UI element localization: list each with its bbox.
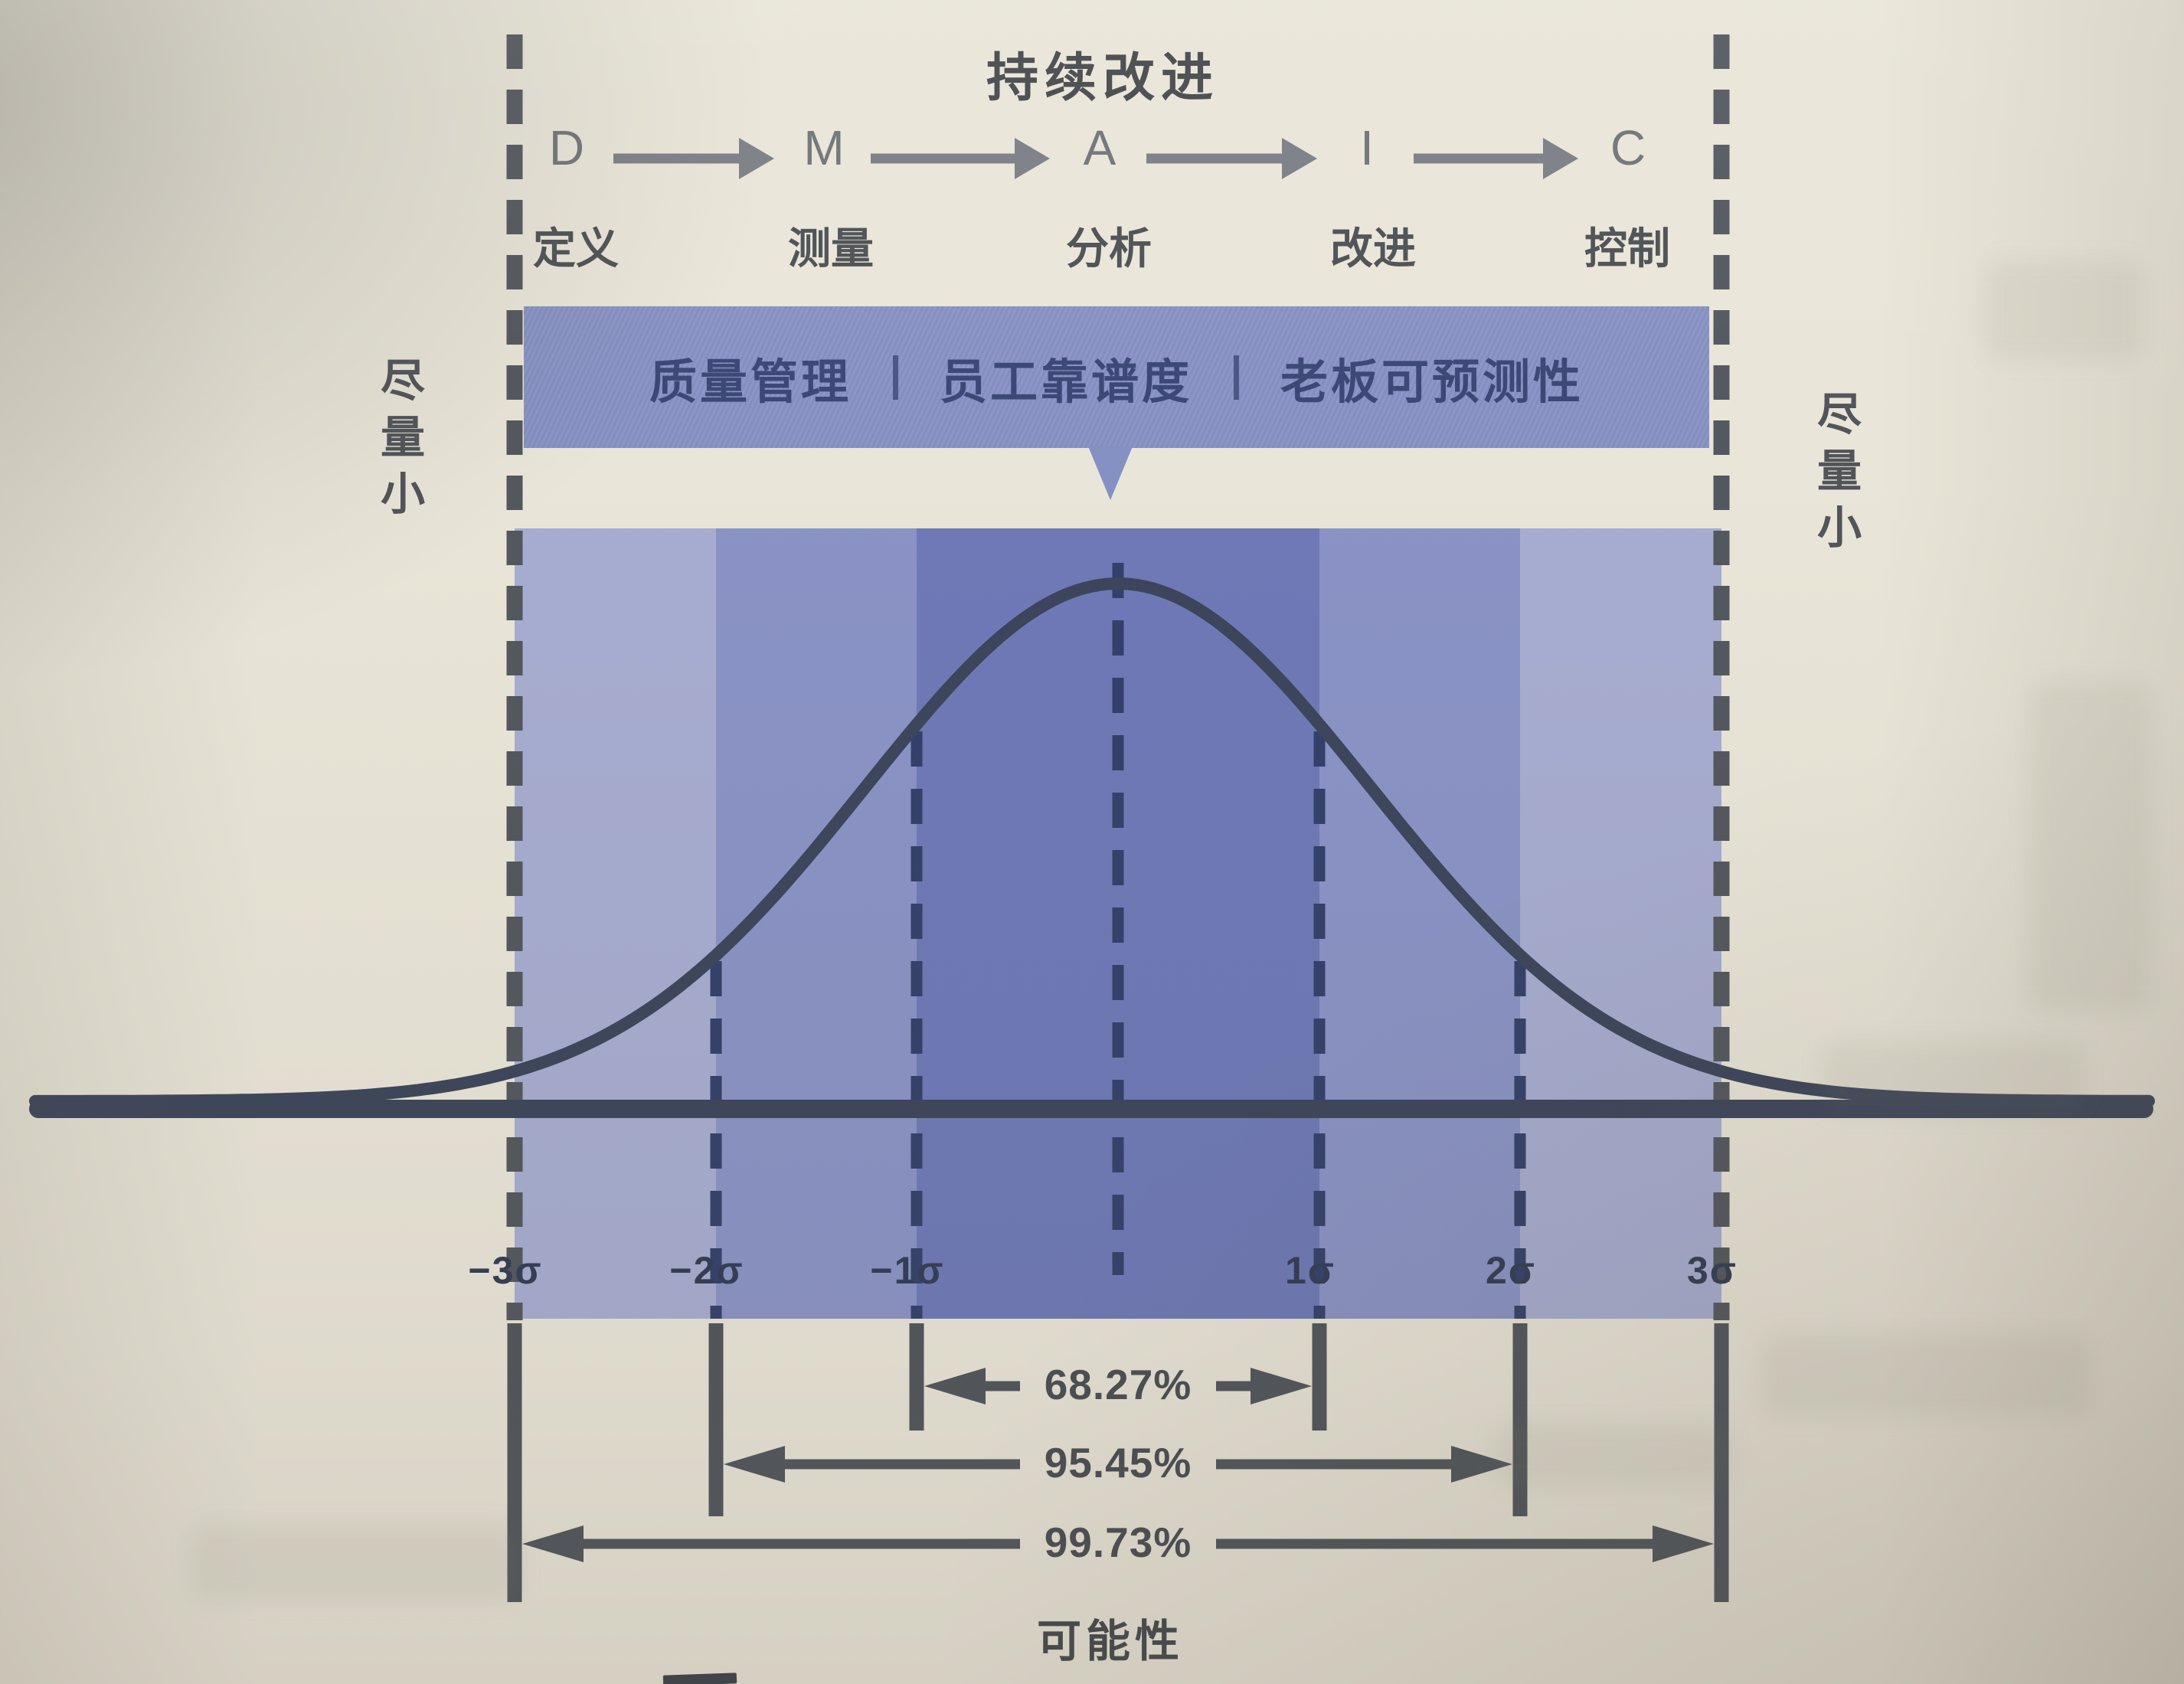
banner-divider <box>892 355 898 400</box>
banner-divider <box>1234 355 1239 400</box>
coverage-percent-1sigma: 68.27% <box>1044 1361 1192 1408</box>
dmaic-letter-define: D <box>548 120 587 175</box>
sigma-tick-minus2: −2σ <box>669 1249 744 1292</box>
sigma-tick-plus2: 2σ <box>1485 1249 1536 1292</box>
dmaic-letter-control: C <box>1610 120 1648 175</box>
x-axis-caption: 可能性 <box>1036 1617 1184 1666</box>
banner-segment-reliability: 员工靠谱度 <box>939 355 1192 409</box>
side-label-right: 尽量小 <box>1810 391 1860 561</box>
banner-segment-predictability: 老板可预测性 <box>1280 355 1584 409</box>
dmaic-letter-improve: I <box>1360 120 1375 175</box>
category-banner: 质量管理 员工靠谱度 老板可预测性 <box>524 306 1709 448</box>
stage-label-define: 定义 <box>533 224 619 273</box>
sigma-tick-plus1: 1σ <box>1284 1249 1336 1292</box>
cropped-caption-mark <box>662 1673 737 1684</box>
coverage-percent-3sigma: 99.73% <box>1044 1519 1192 1566</box>
dmaic-letter-measure: M <box>803 120 846 175</box>
stage-label-analyze: 分析 <box>1066 224 1152 273</box>
sigma-tick-minus1: −1σ <box>870 1249 945 1292</box>
stage-label-control: 控制 <box>1584 224 1670 273</box>
sigma-tick-plus3: 3σ <box>1686 1249 1738 1292</box>
banner-segment-quality: 质量管理 <box>649 355 852 409</box>
stage-label-measure: 测量 <box>788 224 874 273</box>
sigma-tick-minus3: −3σ <box>468 1249 543 1292</box>
dmaic-letter-analyze: A <box>1083 120 1118 175</box>
figure-title: 持续改进 <box>986 49 1219 107</box>
coverage-percent-2sigma: 95.45% <box>1044 1439 1192 1486</box>
stage-label-improve: 改进 <box>1330 224 1416 273</box>
banner-pointer-triangle <box>1088 446 1133 500</box>
side-label-left: 尽量小 <box>374 357 423 527</box>
